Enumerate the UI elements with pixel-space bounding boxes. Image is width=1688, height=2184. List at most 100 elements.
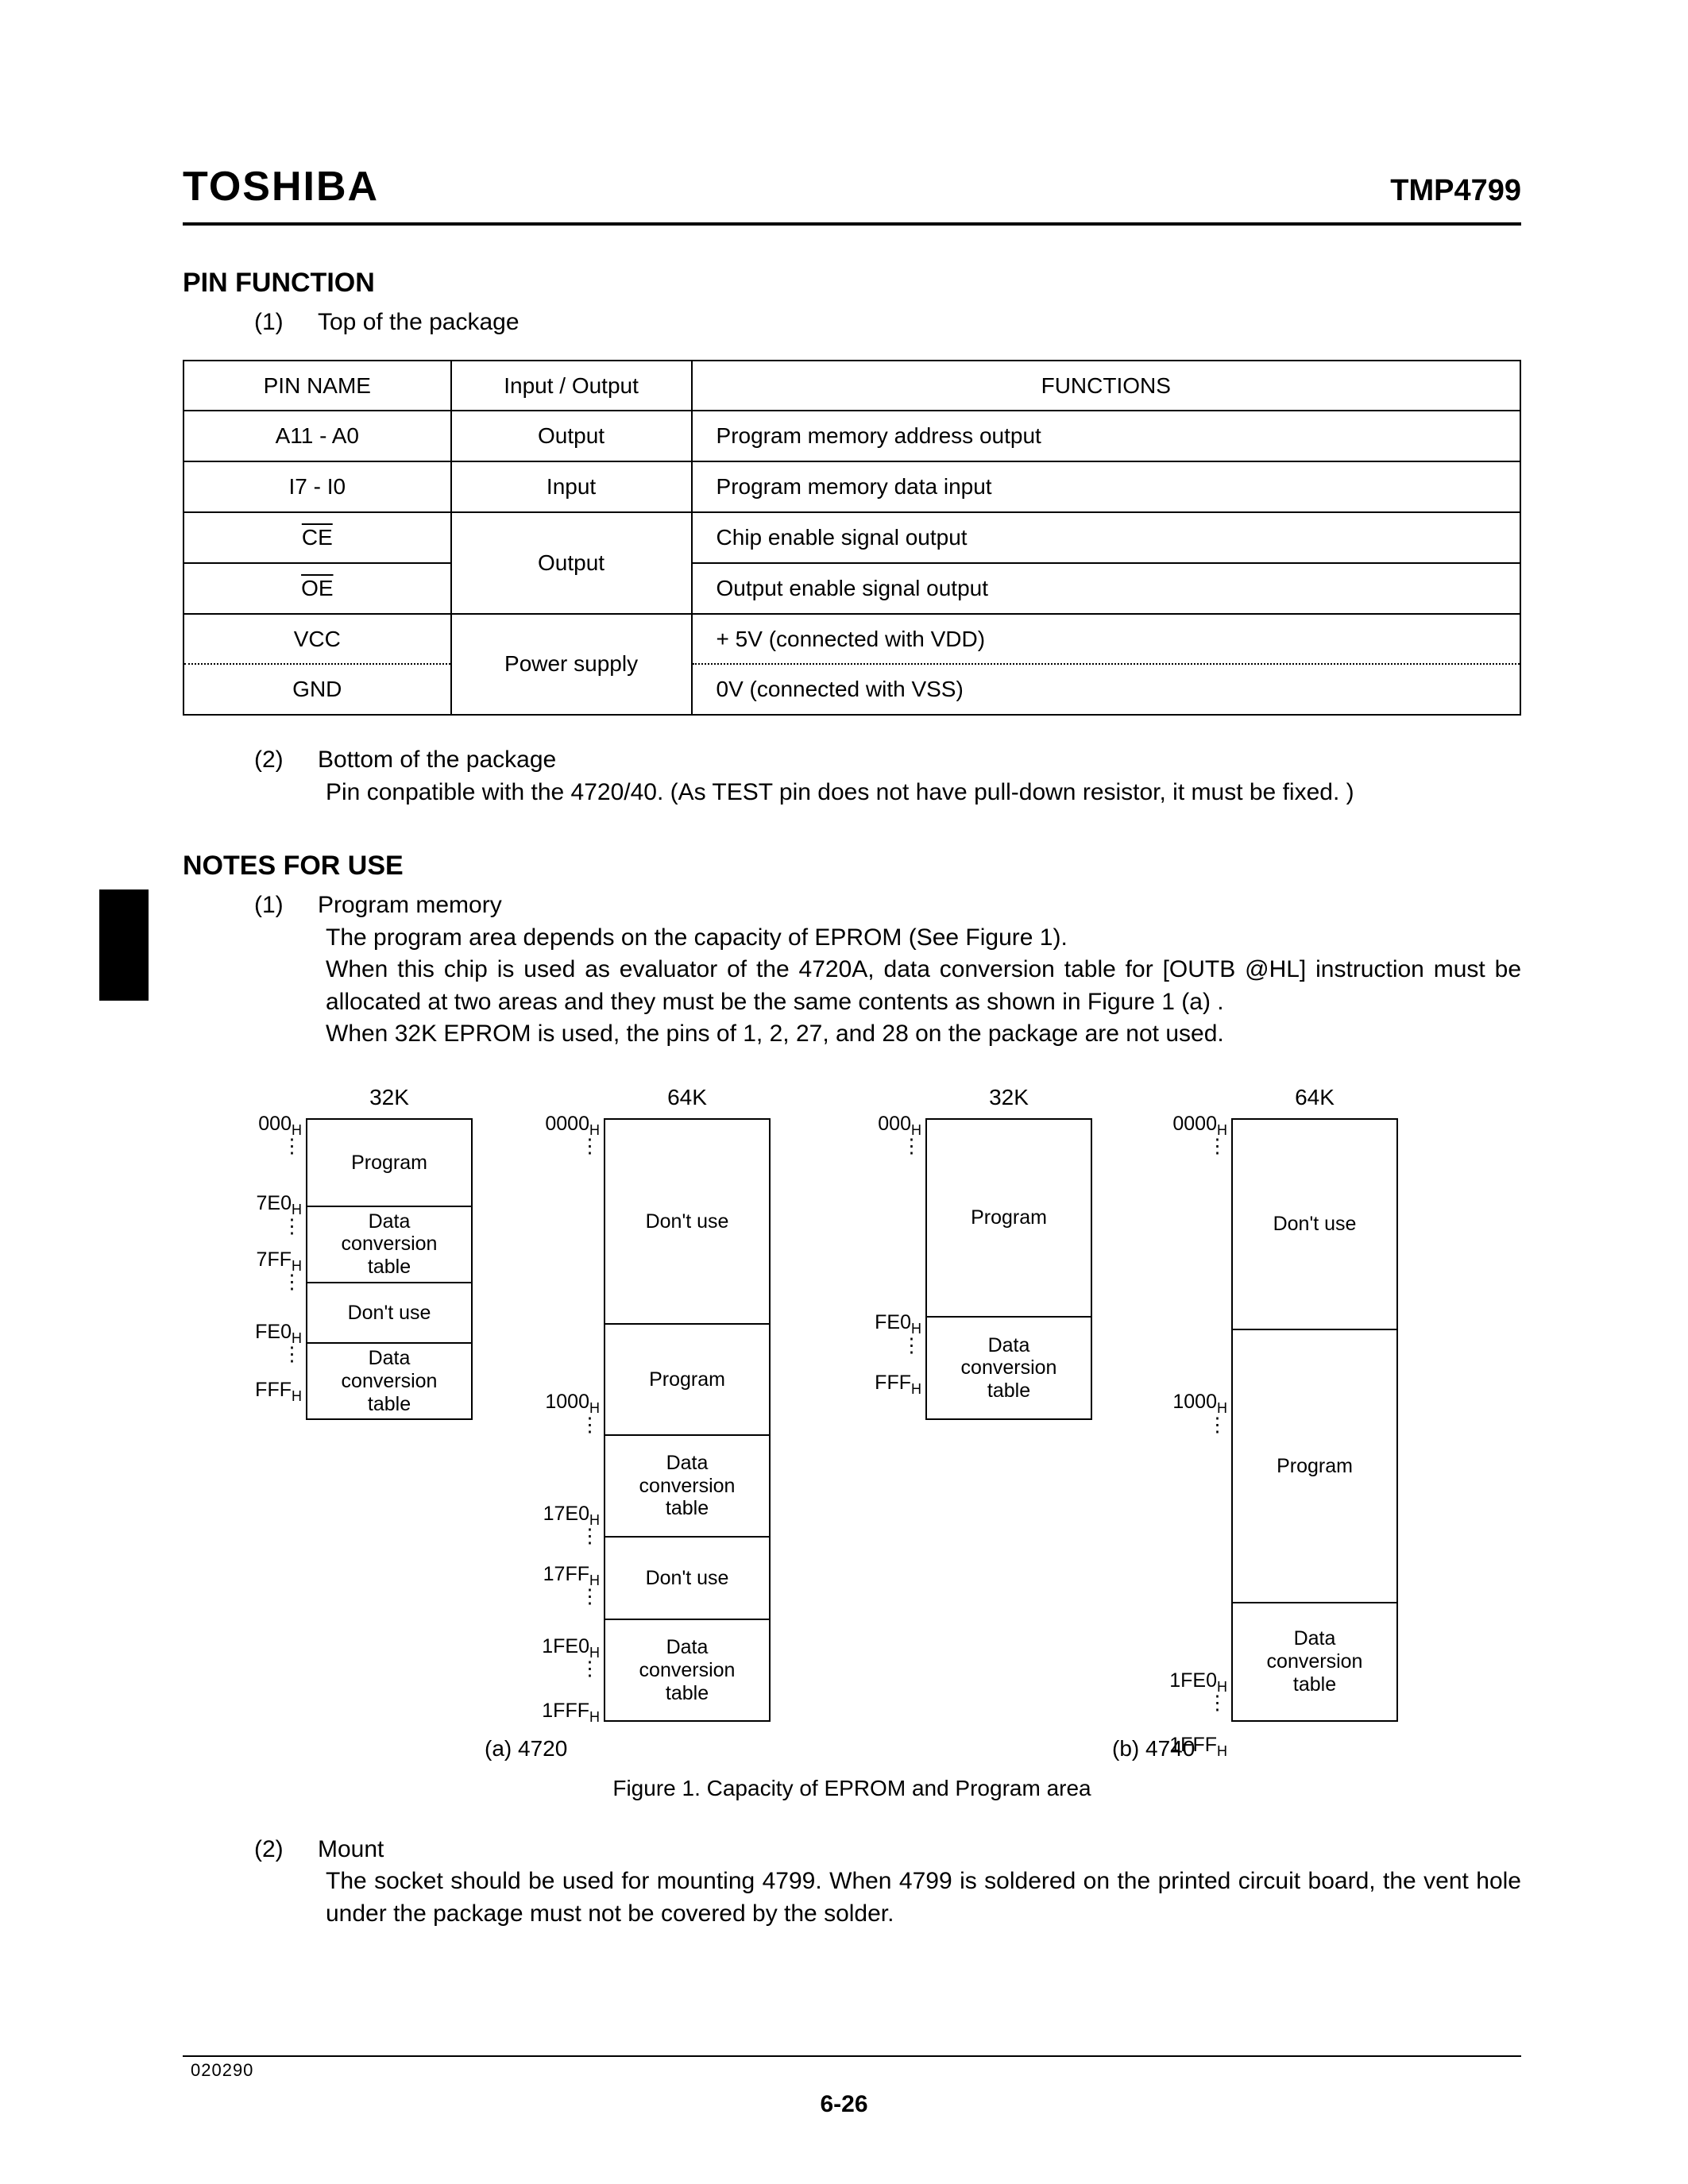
addr-col-b32: 000H⋮FE0H⋮FFFH	[846, 1111, 921, 1401]
item-number: (1)	[254, 307, 302, 339]
addr-dots: ⋮	[226, 1221, 302, 1232]
item-number: (2)	[254, 744, 302, 777]
th-pin-name: PIN NAME	[183, 361, 451, 411]
table-row: OE Output enable signal output	[183, 563, 1520, 614]
addr-dots: ⋮	[512, 1141, 600, 1152]
cell-io: Output	[451, 512, 692, 614]
figure-1: 32K Program Data conversion table Don't …	[183, 1082, 1521, 1797]
item-label: Bottom of the package	[318, 744, 556, 777]
table-row: I7 - I0 Input Program memory data input	[183, 461, 1520, 512]
th-functions: FUNCTIONS	[692, 361, 1520, 411]
mem-seg: Don't use	[605, 1120, 769, 1323]
pin-function-item-1: (1) Top of the package	[183, 307, 1521, 339]
mem-seg: Program	[605, 1323, 769, 1434]
addr-col-b64: 0000H⋮1000H⋮1FE0H⋮1FFFH	[1140, 1111, 1227, 1763]
footer-rule	[183, 2055, 1521, 2057]
addr-dots: ⋮	[226, 1277, 302, 1287]
mem-seg: Data conversion table	[1233, 1602, 1396, 1721]
addr-label: FFFH	[226, 1377, 302, 1406]
cell-io: Output	[451, 411, 692, 461]
addr-dots: ⋮	[512, 1664, 600, 1674]
addr-dots: ⋮	[512, 1420, 600, 1430]
cell-io: Input	[451, 461, 692, 512]
cell-function: Program memory address output	[692, 411, 1520, 461]
notes-item-1-p3: When 32K EPROM is used, the pins of 1, 2…	[183, 1018, 1521, 1051]
memmap-col-a32: 32K Program Data conversion table Don't …	[306, 1082, 473, 1421]
table-row: GND 0V (connected with VSS)	[183, 664, 1520, 715]
mem-seg: Data conversion table	[307, 1206, 471, 1282]
pin-function-item-2: (2) Bottom of the package	[183, 744, 1521, 777]
cell-function: + 5V (connected with VDD)	[692, 614, 1520, 665]
addr-dots: ⋮	[1140, 1420, 1227, 1430]
section-title-pin-function: PIN FUNCTION	[183, 265, 1521, 302]
addr-dots: ⋮	[846, 1141, 921, 1152]
table-row: A11 - A0 Output Program memory address o…	[183, 411, 1520, 461]
mem-seg: Program	[307, 1120, 471, 1205]
cell-io: Power supply	[451, 614, 692, 716]
addr-dots: ⋮	[1140, 1698, 1227, 1708]
figure-sublabel-b: (b) 4740	[1112, 1734, 1195, 1764]
cell-pin-name: GND	[183, 664, 451, 715]
item-number: (2)	[254, 1834, 302, 1866]
item-label: Mount	[318, 1834, 384, 1866]
pin-function-item-2-body: Pin conpatible with the 4720/40. (As TES…	[183, 777, 1521, 809]
addr-dots: ⋮	[512, 1531, 600, 1542]
brand-logo-text: TOSHIBA	[183, 159, 379, 214]
notes-item-1-p2: When this chip is used as evaluator of t…	[183, 954, 1521, 1018]
page-header: TOSHIBA TMP4799	[183, 159, 1521, 226]
cell-function: Program memory data input	[692, 461, 1520, 512]
cell-function: 0V (connected with VSS)	[692, 664, 1520, 715]
mem-seg: Data conversion table	[307, 1342, 471, 1418]
col-title: 32K	[925, 1082, 1092, 1113]
cell-pin-name: VCC	[183, 614, 451, 665]
mem-seg: Don't use	[605, 1536, 769, 1619]
mem-seg: Data conversion table	[605, 1434, 769, 1536]
notes-item-1-p1: The program area depends on the capacity…	[183, 922, 1521, 955]
mem-seg: Program	[1233, 1329, 1396, 1602]
cell-pin-name: CE	[183, 512, 451, 563]
table-row: CE Output Chip enable signal output	[183, 512, 1520, 563]
addr-dots: ⋮	[512, 1592, 600, 1602]
item-number: (1)	[254, 889, 302, 922]
cell-pin-name: A11 - A0	[183, 411, 451, 461]
page-number: 6-26	[0, 2089, 1688, 2121]
addr-col-a64: 0000H⋮1000H⋮17E0H⋮17FFH⋮1FE0H⋮1FFFH	[512, 1111, 600, 1728]
memmap-col-a64: 64K Don't use Program Data conversion ta…	[604, 1082, 771, 1723]
th-io: Input / Output	[451, 361, 692, 411]
figure-caption: Figure 1. Capacity of EPROM and Program …	[183, 1773, 1521, 1804]
cell-pin-name: I7 - I0	[183, 461, 451, 512]
side-tab	[99, 889, 149, 1001]
col-title: 64K	[604, 1082, 771, 1113]
cell-function: Chip enable signal output	[692, 512, 1520, 563]
datasheet-page: TOSHIBA TMP4799 PIN FUNCTION (1) Top of …	[0, 0, 1688, 2184]
table-header-row: PIN NAME Input / Output FUNCTIONS	[183, 361, 1520, 411]
addr-label: 1FFFH	[512, 1698, 600, 1727]
table-row: VCC Power supply + 5V (connected with VD…	[183, 614, 1520, 665]
cell-pin-name: OE	[183, 563, 451, 614]
section-title-notes: NOTES FOR USE	[183, 848, 1521, 885]
col-title: 32K	[306, 1082, 473, 1113]
notes-item-2-body: The socket should be used for mounting 4…	[183, 1866, 1521, 1930]
addr-label: FFFH	[846, 1370, 921, 1399]
mem-seg: Data conversion table	[605, 1619, 769, 1720]
mem-seg: Program	[927, 1120, 1091, 1316]
mem-seg: Don't use	[307, 1282, 471, 1342]
part-number: TMP4799	[1390, 171, 1521, 211]
pin-function-table: PIN NAME Input / Output FUNCTIONS A11 - …	[183, 360, 1521, 716]
item-label: Top of the package	[318, 307, 520, 339]
addr-col-a32: 000H⋮7E0H⋮7FFH⋮FE0H⋮FFFH	[226, 1111, 302, 1407]
addr-dots: ⋮	[846, 1341, 921, 1351]
memmap-col-b64: 64K Don't use Program Data conversion ta…	[1231, 1082, 1398, 1723]
addr-dots: ⋮	[1140, 1141, 1227, 1152]
mem-seg: Don't use	[1233, 1120, 1396, 1329]
memmap-col-b32: 32K Program Data conversion table	[925, 1082, 1092, 1421]
notes-item-2: (2) Mount	[183, 1834, 1521, 1866]
mem-seg: Data conversion table	[927, 1316, 1091, 1418]
addr-dots: ⋮	[226, 1349, 302, 1360]
figure-sublabel-a: (a) 4720	[485, 1734, 567, 1764]
col-title: 64K	[1231, 1082, 1398, 1113]
item-label: Program memory	[318, 889, 502, 922]
footer-code: 020290	[191, 2059, 253, 2082]
cell-function: Output enable signal output	[692, 563, 1520, 614]
addr-dots: ⋮	[226, 1141, 302, 1152]
